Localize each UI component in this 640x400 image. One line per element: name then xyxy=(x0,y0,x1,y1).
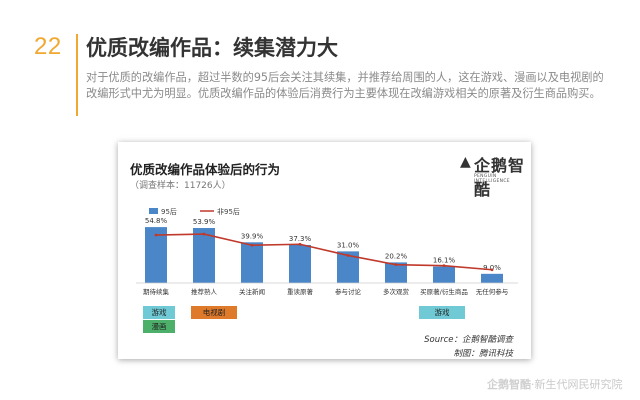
tick-label: 推荐熟人 xyxy=(191,287,218,296)
tick-label: 期待续集 xyxy=(143,287,170,296)
accent-divider xyxy=(76,34,78,116)
bar xyxy=(145,227,167,283)
page-title: 优质改编作品：续集潜力大 xyxy=(86,36,338,60)
line-point xyxy=(442,264,446,268)
bar xyxy=(337,251,359,283)
line-point xyxy=(346,254,350,257)
data-label: 31.0% xyxy=(337,241,360,249)
brand-logo: ▲ 企鹅智酷 PENGUIN INTELLIGENCE xyxy=(458,150,528,199)
category-tag-tv: 电视剧 xyxy=(191,306,237,319)
page-description: 对于优质的改编作品，超过半数的95后会关注其续集，并推荐给周围的人，这在游戏、漫… xyxy=(86,71,604,100)
data-label: 16.1% xyxy=(433,257,456,265)
bar xyxy=(241,242,263,283)
line-point xyxy=(202,232,206,236)
tick-label: 关注新闻 xyxy=(239,287,265,296)
footer-logo: 企鹅智酷 xyxy=(487,378,531,391)
penguin-icon: ▲ xyxy=(460,154,471,170)
data-label: 39.9% xyxy=(241,232,264,240)
footer-brand: 企鹅智酷·新生代网民研究院 xyxy=(487,376,623,392)
legend-label-95: 95后 xyxy=(161,207,177,216)
tick-label: 参与讨论 xyxy=(335,287,362,296)
maker-note: 制图：腾讯科技 xyxy=(453,349,513,359)
data-label: 37.3% xyxy=(289,235,312,243)
line-point xyxy=(394,263,398,267)
logo-text: 企鹅智酷 xyxy=(474,156,526,199)
line-point xyxy=(250,243,254,247)
category-tag-game-2: 游戏 xyxy=(419,306,465,319)
tick-label: 买原著/衍生商品 xyxy=(420,287,468,296)
data-label: 9.0% xyxy=(483,264,501,272)
category-tag-comic: 漫画 xyxy=(143,320,175,333)
footer-text: ·新生代网民研究院 xyxy=(531,378,623,391)
tick-label: 重读原著 xyxy=(287,287,314,296)
chart-title: 优质改编作品体验后的行为 xyxy=(130,162,281,177)
category-tag-game: 游戏 xyxy=(143,306,175,319)
bar xyxy=(481,273,503,283)
bar xyxy=(433,266,455,283)
line-point xyxy=(154,233,158,237)
tick-label: 多次观赏 xyxy=(383,287,410,296)
logo-subtext: PENGUIN INTELLIGENCE xyxy=(474,174,510,184)
bar xyxy=(289,244,311,283)
chart-card: 优质改编作品体验后的行为 （调查样本：11726人） ▲ 企鹅智酷 PENGUI… xyxy=(118,142,531,359)
data-label: 54.8% xyxy=(145,217,168,225)
bar xyxy=(385,262,407,283)
data-label: 20.2% xyxy=(385,252,408,260)
data-label: 53.9% xyxy=(193,218,216,226)
line-point xyxy=(490,268,494,272)
source-note: Source：企鹅智酷调查 xyxy=(424,335,513,345)
legend-swatch-95 xyxy=(149,208,158,214)
slide-number: 22 xyxy=(34,33,62,60)
series-line-non95 xyxy=(155,233,493,271)
bar xyxy=(193,228,215,283)
legend-label-non95: 非95后 xyxy=(217,207,240,216)
chart-subtitle: （调查样本：11726人） xyxy=(130,181,231,191)
line-point xyxy=(298,242,302,246)
tick-label: 无任何参与 xyxy=(476,287,509,296)
bar-line-chart: 95后 非95后 54.8% 期待续集 53.9% 推荐熟人 39.9% 关注新闻 37.3% 重… xyxy=(136,207,518,296)
